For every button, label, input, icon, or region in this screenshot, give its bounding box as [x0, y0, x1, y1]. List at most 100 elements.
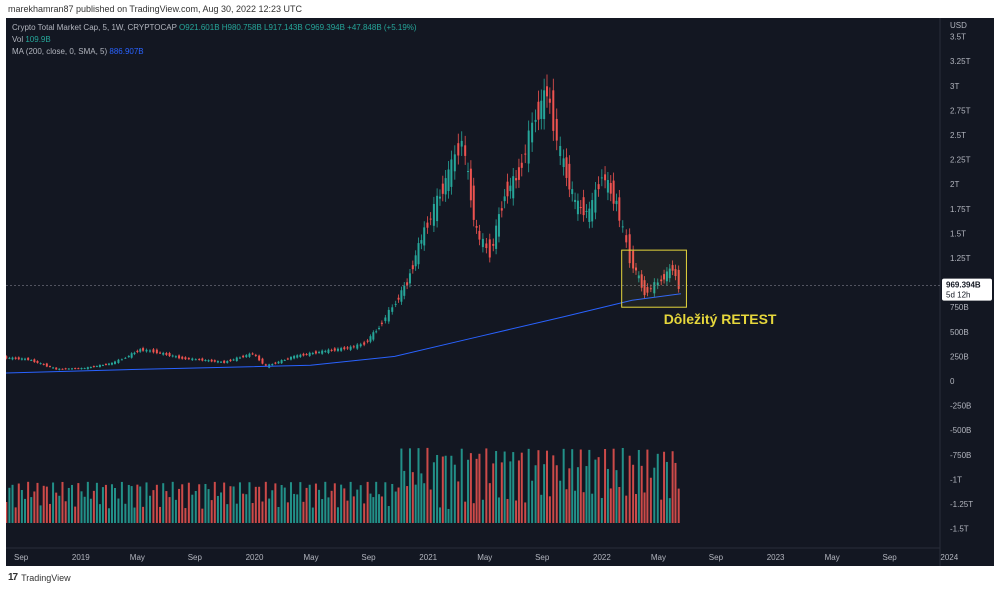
price-candle[interactable]: [537, 101, 540, 120]
price-candle[interactable]: [127, 355, 130, 358]
price-candle[interactable]: [464, 145, 467, 156]
price-candle[interactable]: [251, 353, 254, 355]
price-candle[interactable]: [280, 360, 283, 364]
price-candle[interactable]: [27, 357, 30, 360]
price-candle[interactable]: [472, 185, 475, 220]
price-candle[interactable]: [42, 363, 45, 365]
price-candle[interactable]: [184, 357, 187, 360]
price-candle[interactable]: [677, 269, 680, 289]
price-candle[interactable]: [512, 176, 515, 199]
price-candle[interactable]: [139, 349, 142, 352]
price-candle[interactable]: [58, 368, 61, 370]
price-candle[interactable]: [101, 365, 104, 367]
price-candle[interactable]: [117, 359, 120, 363]
price-candle[interactable]: [492, 243, 495, 246]
price-candle[interactable]: [378, 327, 381, 329]
price-candle[interactable]: [95, 366, 98, 368]
chart-area[interactable]: USD 3.5T 3.25T 3T 2.75T 2.5T 2.25T 2T 1.75T 1.5T 1…: [6, 18, 994, 566]
price-candle[interactable]: [640, 274, 643, 288]
price-candle[interactable]: [6, 356, 8, 359]
price-candle[interactable]: [450, 159, 453, 187]
price-candle[interactable]: [271, 364, 274, 366]
price-candle[interactable]: [488, 239, 491, 258]
price-candle[interactable]: [36, 361, 39, 363]
price-candle[interactable]: [299, 354, 302, 357]
price-candle[interactable]: [216, 361, 219, 363]
price-candle[interactable]: [406, 282, 409, 286]
price-candle[interactable]: [674, 269, 677, 277]
price-candle[interactable]: [436, 195, 439, 222]
price-candle[interactable]: [548, 98, 551, 103]
tradingview-logo-icon[interactable]: 17: [8, 572, 18, 583]
price-candle[interactable]: [30, 360, 33, 362]
price-candle[interactable]: [527, 130, 530, 164]
price-candle[interactable]: [653, 282, 656, 294]
price-candle[interactable]: [229, 359, 232, 362]
price-candle[interactable]: [478, 230, 481, 240]
price-candle[interactable]: [86, 367, 89, 370]
price-candle[interactable]: [555, 118, 558, 141]
price-candle[interactable]: [277, 361, 280, 364]
price-candle[interactable]: [600, 177, 603, 179]
price-candle[interactable]: [142, 348, 145, 351]
price-candle[interactable]: [665, 271, 668, 282]
price-candle[interactable]: [48, 366, 51, 368]
price-candle[interactable]: [568, 163, 571, 190]
price-candle[interactable]: [324, 350, 327, 352]
price-candle[interactable]: [663, 274, 666, 280]
price-candle[interactable]: [321, 350, 324, 354]
price-candle[interactable]: [356, 344, 359, 349]
price-candle[interactable]: [8, 357, 11, 359]
chart-canvas[interactable]: USD 3.5T 3.25T 3T 2.75T 2.5T 2.25T 2T 1.75T 1.5T 1…: [6, 18, 994, 566]
price-candle[interactable]: [485, 243, 488, 249]
price-candle[interactable]: [80, 367, 83, 370]
price-candle[interactable]: [469, 168, 472, 201]
retest-highlight-box[interactable]: [621, 249, 687, 308]
price-candle[interactable]: [414, 255, 417, 267]
price-candle[interactable]: [130, 353, 133, 358]
price-candle[interactable]: [194, 359, 197, 361]
price-candle[interactable]: [618, 197, 621, 221]
price-candle[interactable]: [261, 358, 264, 364]
price-candle[interactable]: [258, 355, 261, 361]
price-candle[interactable]: [634, 267, 637, 271]
price-candle[interactable]: [220, 361, 223, 363]
price-candle[interactable]: [308, 352, 311, 356]
price-candle[interactable]: [89, 366, 92, 368]
price-candle[interactable]: [481, 238, 484, 248]
price-candle[interactable]: [503, 196, 506, 202]
price-candle[interactable]: [457, 143, 460, 156]
price-candle[interactable]: [92, 366, 95, 368]
price-candle[interactable]: [531, 122, 534, 143]
price-candle[interactable]: [359, 344, 362, 347]
price-candle[interactable]: [145, 349, 148, 352]
price-candle[interactable]: [64, 368, 67, 370]
footer-brand[interactable]: TradingView: [21, 572, 71, 583]
price-candle[interactable]: [500, 208, 503, 211]
price-candle[interactable]: [426, 222, 429, 228]
price-candle[interactable]: [432, 203, 435, 226]
price-candle[interactable]: [110, 362, 113, 365]
price-candle[interactable]: [397, 297, 400, 300]
price-candle[interactable]: [366, 340, 369, 342]
price-candle[interactable]: [369, 336, 372, 342]
price-candle[interactable]: [155, 349, 158, 354]
price-candle[interactable]: [671, 265, 674, 271]
retest-annotation-label[interactable]: Dôležitý RETEST: [664, 311, 777, 327]
price-candle[interactable]: [447, 169, 450, 192]
price-candle[interactable]: [668, 268, 671, 279]
price-candle[interactable]: [314, 351, 317, 354]
price-candle[interactable]: [517, 167, 520, 180]
legend-symbol-row[interactable]: Crypto Total Market Cap, 5, 1W, CRYPTOCA…: [12, 22, 417, 34]
price-candle[interactable]: [305, 354, 308, 356]
price-candle[interactable]: [293, 355, 296, 359]
price-candle[interactable]: [594, 189, 597, 213]
price-candle[interactable]: [107, 363, 110, 365]
price-candle[interactable]: [74, 368, 77, 370]
price-candle[interactable]: [408, 273, 411, 284]
price-candle[interactable]: [363, 342, 366, 345]
legend-volume-row[interactable]: Vol 109.9B: [12, 34, 417, 46]
price-candle[interactable]: [245, 355, 248, 358]
price-candle[interactable]: [330, 349, 333, 351]
price-candle[interactable]: [649, 288, 652, 290]
